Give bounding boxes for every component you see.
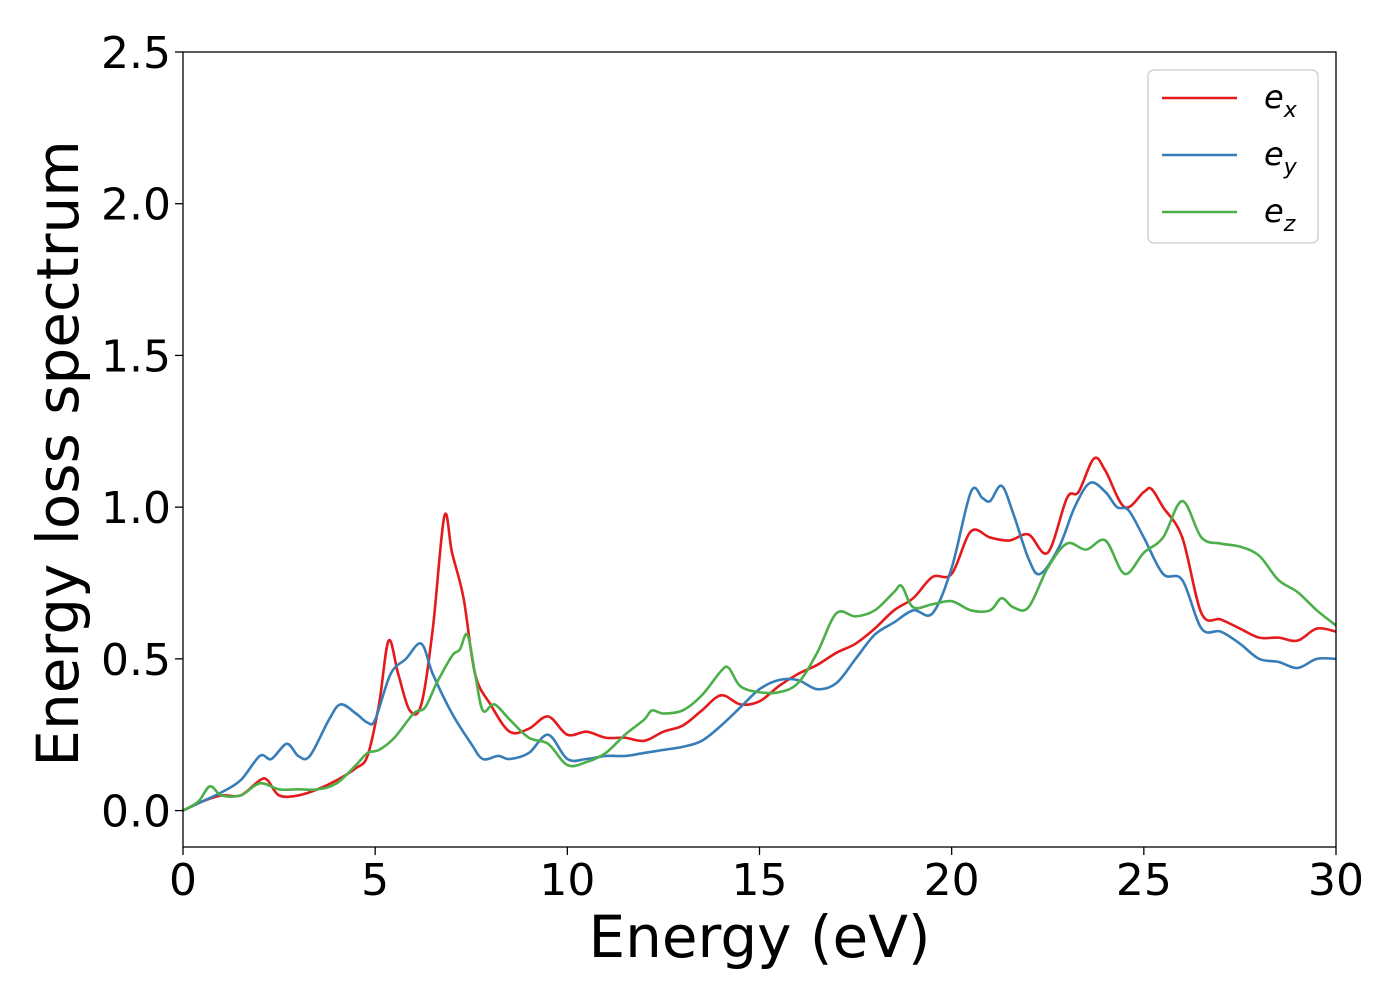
legend-label-base: e [1264, 78, 1284, 116]
legend-label-subscript: x [1283, 98, 1298, 123]
series-line-x [183, 456, 1336, 812]
y-tick-label: 2.0 [101, 180, 171, 231]
legend-label-base: e [1264, 135, 1284, 173]
x-tick-label: 15 [732, 855, 788, 906]
y-axis-label: Energy loss spectrum [24, 140, 92, 766]
x-tick-label: 0 [169, 855, 197, 906]
x-tick-label: 20 [924, 855, 980, 906]
legend-label-base: e [1264, 192, 1284, 230]
y-axis: 0.0 0.5 1.0 1.5 2.0 2.5 [101, 28, 183, 838]
series-line-z [183, 499, 1336, 812]
y-tick-label: 1.0 [101, 483, 171, 534]
x-tick-label: 30 [1308, 855, 1364, 906]
x-tick-label: 5 [361, 855, 389, 906]
legend-label-x: ex [1264, 78, 1298, 123]
series-layer [183, 456, 1336, 812]
y-tick-label: 0.0 [101, 787, 171, 838]
legend-box [1147, 69, 1319, 244]
y-tick-label: 0.5 [101, 635, 171, 686]
series-line-y [183, 481, 1336, 812]
legend-label-subscript: z [1283, 212, 1296, 237]
x-axis: 0 5 10 15 20 25 30 [169, 847, 1364, 906]
legend-label-subscript: y [1283, 155, 1298, 180]
y-tick-label: 2.5 [101, 28, 171, 79]
legend-label-z: ez [1264, 192, 1296, 237]
x-tick-label: 10 [539, 855, 595, 906]
x-axis-label: Energy (eV) [588, 903, 930, 971]
legend-label-y: ey [1264, 135, 1298, 180]
y-tick-label: 1.5 [101, 331, 171, 382]
x-tick-label: 25 [1116, 855, 1172, 906]
